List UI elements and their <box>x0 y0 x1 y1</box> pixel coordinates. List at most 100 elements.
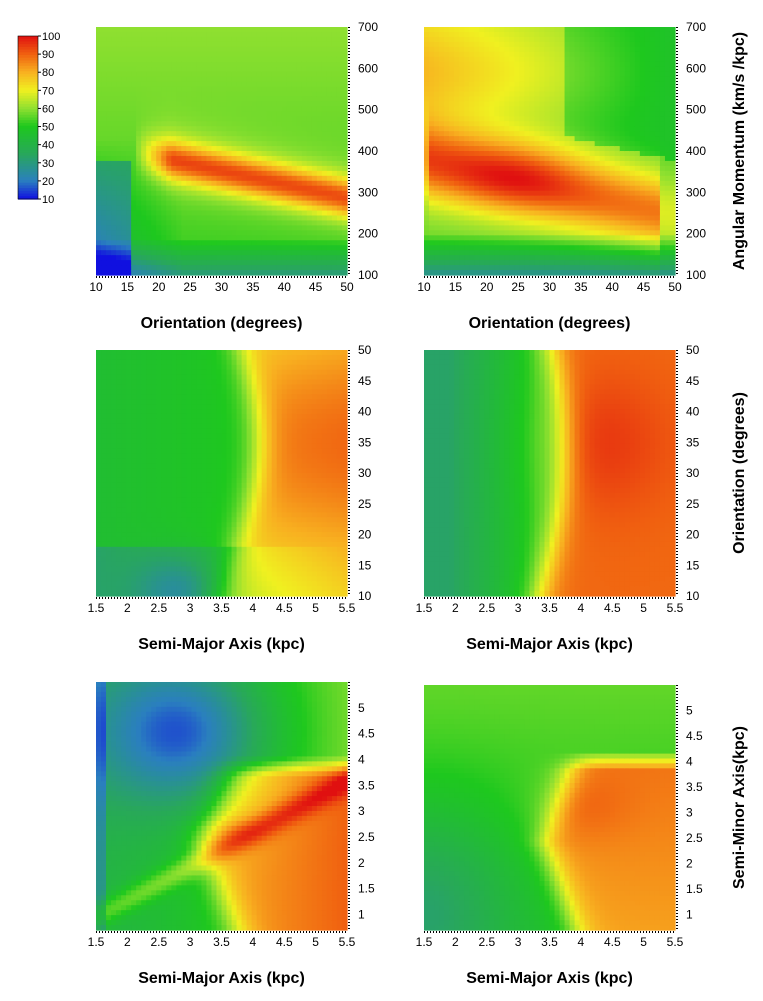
heatmap-cell <box>504 101 510 107</box>
heatmap-cell <box>499 200 505 207</box>
heatmap-cell <box>161 91 167 98</box>
heatmap-cell <box>296 170 303 177</box>
heatmap-cell <box>266 66 273 73</box>
heatmap-cell <box>276 56 283 63</box>
heatmap-cell <box>141 240 147 246</box>
heatmap-cell <box>459 51 465 58</box>
heatmap-cell <box>341 136 348 142</box>
heatmap-cell <box>534 225 541 231</box>
heatmap-cell <box>226 76 233 83</box>
heatmap-cell <box>301 56 308 63</box>
heatmap-cell <box>449 121 455 127</box>
heatmap-cell <box>131 141 137 147</box>
heatmap-cell <box>454 91 460 98</box>
heatmap-cell <box>126 46 132 53</box>
heatmap-cell <box>116 215 122 222</box>
heatmap-cell <box>479 91 485 98</box>
heatmap-cell <box>106 155 112 162</box>
heatmap-cell <box>429 106 435 112</box>
heatmap-cell <box>181 185 187 192</box>
heatmap-cell <box>479 116 485 122</box>
heatmap-cell <box>126 61 132 68</box>
heatmap-cell <box>504 111 510 117</box>
heatmap-cell <box>514 31 520 38</box>
heatmap-cell <box>599 46 606 53</box>
heatmap-cell <box>296 250 303 256</box>
heatmap-cell <box>579 46 586 53</box>
heatmap-cell <box>341 56 348 63</box>
heatmap-cell <box>181 101 187 107</box>
heatmap-cell <box>221 165 228 172</box>
heatmap-cell <box>559 66 566 73</box>
heatmap-cell <box>584 180 591 187</box>
heatmap-cell <box>424 240 430 246</box>
heatmap-cell <box>201 36 208 43</box>
heatmap-cell <box>444 210 450 217</box>
heatmap-cell <box>579 180 586 187</box>
heatmap-cell <box>151 240 157 246</box>
heatmap-cell <box>454 121 460 127</box>
heatmap-cell <box>639 155 646 162</box>
heatmap-cell <box>544 205 551 212</box>
heatmap-cell <box>331 170 338 177</box>
heatmap-cell <box>544 141 551 147</box>
heatmap-cell <box>206 111 213 117</box>
heatmap-cell <box>111 151 117 157</box>
heatmap-cell <box>519 31 525 38</box>
heatmap-cell <box>579 265 586 271</box>
heatmap-cell <box>429 160 435 167</box>
heatmap-cell <box>311 175 318 182</box>
heatmap-cell <box>231 225 238 231</box>
heatmap-cell <box>146 71 152 78</box>
heatmap-cell <box>136 205 142 212</box>
heatmap-cell <box>271 136 278 142</box>
heatmap-cell <box>464 131 470 137</box>
heatmap-cell <box>156 185 162 192</box>
heatmap-cell <box>176 76 182 83</box>
heatmap-cell <box>301 205 308 212</box>
heatmap-cell <box>246 185 253 192</box>
heatmap-cell <box>161 111 167 117</box>
heatmap-cell <box>316 195 323 202</box>
heatmap-cell <box>166 31 172 38</box>
heatmap-cell <box>539 155 546 162</box>
heatmap-cell <box>286 215 293 222</box>
heatmap-cell <box>96 215 102 222</box>
heatmap-cell <box>444 86 450 93</box>
heatmap-cell <box>291 116 298 122</box>
heatmap-cell <box>126 245 132 251</box>
heatmap-cell <box>659 56 666 63</box>
heatmap-cell <box>151 230 157 236</box>
heatmap-cell <box>434 31 440 38</box>
heatmap-cell <box>201 136 208 142</box>
heatmap-cell <box>509 195 515 202</box>
heatmap-cell <box>544 195 551 202</box>
heatmap-cell <box>529 131 536 137</box>
heatmap-cell <box>126 165 132 172</box>
heatmap-cell <box>331 81 338 88</box>
heatmap-cell <box>111 126 117 132</box>
heatmap-cell <box>429 245 435 251</box>
heatmap-cell <box>271 106 278 112</box>
heatmap-cell <box>101 205 107 212</box>
heatmap-cell <box>231 190 238 197</box>
heatmap-cell <box>614 180 621 187</box>
heatmap-cell <box>241 31 248 38</box>
heatmap-cell <box>449 111 455 117</box>
heatmap-cell <box>524 121 531 127</box>
heatmap-cell <box>649 210 656 217</box>
heatmap-cell <box>311 195 318 202</box>
heatmap-cell <box>524 230 531 236</box>
heatmap-cell <box>569 141 576 147</box>
heatmap-cell <box>584 31 591 38</box>
heatmap-cell <box>176 91 182 98</box>
heatmap-cell <box>136 31 142 38</box>
heatmap-cell <box>509 31 515 38</box>
heatmap-cell <box>579 245 586 251</box>
heatmap-cell <box>469 230 475 236</box>
heatmap-cell <box>171 260 177 266</box>
heatmap-cell <box>579 160 586 167</box>
heatmap-cell <box>256 180 263 187</box>
heatmap-cell <box>644 36 651 43</box>
heatmap-cell <box>614 230 621 236</box>
